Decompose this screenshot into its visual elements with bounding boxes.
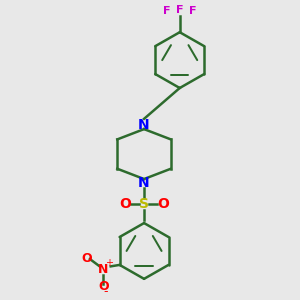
Text: O: O — [158, 197, 169, 211]
Text: F: F — [189, 6, 197, 16]
Text: O: O — [119, 197, 131, 211]
Text: N: N — [138, 176, 150, 190]
Text: N: N — [98, 263, 108, 276]
Text: O: O — [82, 252, 92, 265]
Text: F: F — [163, 6, 170, 16]
Text: -: - — [103, 285, 108, 298]
Text: N: N — [138, 118, 150, 132]
Text: +: + — [105, 258, 112, 268]
Text: O: O — [98, 280, 109, 293]
Text: S: S — [139, 197, 149, 211]
Text: F: F — [176, 4, 184, 15]
